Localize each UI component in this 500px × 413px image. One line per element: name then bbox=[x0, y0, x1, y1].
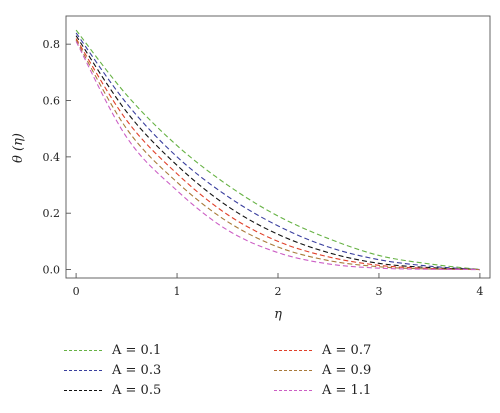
legend-item: A = 0.9 bbox=[274, 360, 371, 380]
legend-item: A = 1.1 bbox=[274, 380, 371, 400]
legend-label: A = 1.1 bbox=[322, 382, 372, 398]
legend-swatch bbox=[64, 389, 102, 391]
y-axis-label: θ (η) bbox=[11, 133, 26, 163]
y-tick-label: 0.4 bbox=[43, 151, 61, 164]
x-tick-label: 0 bbox=[73, 285, 80, 298]
legend-item: A = 0.7 bbox=[274, 340, 371, 360]
series-line-5 bbox=[75, 39, 480, 271]
legend: A = 0.1 A = 0.3 A = 0.5 A = 0.7 A = 0.9 A = 1… bbox=[64, 340, 464, 404]
legend-label: A = 0.3 bbox=[112, 362, 162, 378]
series-line-3 bbox=[75, 35, 480, 271]
y-tick-label: 0.8 bbox=[43, 38, 61, 51]
legend-item: A = 0.1 bbox=[64, 340, 161, 360]
y-tick-label: 0.2 bbox=[43, 207, 61, 220]
x-axis-label: η bbox=[274, 307, 282, 322]
series-line-2 bbox=[75, 32, 480, 271]
x-tick-label: 3 bbox=[375, 285, 382, 298]
legend-swatch bbox=[274, 349, 312, 351]
x-tick-label: 1 bbox=[174, 285, 181, 298]
series-line-6 bbox=[75, 41, 480, 271]
y-tick-label: 0.6 bbox=[43, 95, 61, 108]
legend-label: A = 0.9 bbox=[322, 362, 372, 378]
legend-swatch bbox=[64, 349, 102, 351]
x-tick-label: 4 bbox=[476, 285, 483, 298]
legend-item: A = 0.5 bbox=[64, 380, 161, 400]
y-tick-label: 0.0 bbox=[43, 264, 61, 277]
series-layer bbox=[75, 29, 480, 271]
legend-label: A = 0.7 bbox=[322, 342, 372, 358]
legend-swatch bbox=[64, 369, 102, 371]
plot-frame bbox=[65, 15, 491, 279]
legend-swatch bbox=[274, 369, 312, 371]
legend-label: A = 0.5 bbox=[112, 382, 162, 398]
legend-swatch bbox=[274, 389, 312, 391]
x-tick-label: 2 bbox=[275, 285, 282, 298]
legend-label: A = 0.1 bbox=[112, 342, 162, 358]
series-line-1 bbox=[75, 29, 480, 271]
legend-item: A = 0.3 bbox=[64, 360, 161, 380]
tick-layer: 0 1 2 3 4 0.0 0.2 0.4 0.6 0.8 bbox=[43, 38, 484, 298]
series-line-4 bbox=[75, 38, 480, 271]
